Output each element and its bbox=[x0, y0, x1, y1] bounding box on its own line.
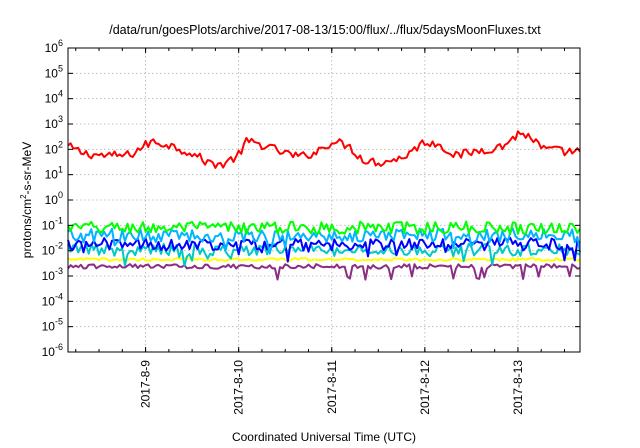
y-tick-base: 10 bbox=[42, 294, 56, 308]
y-tick-exponent: -2 bbox=[55, 241, 63, 251]
x-tick-label: 2017-8-9 bbox=[139, 360, 153, 408]
y-tick-label: 103 bbox=[45, 114, 63, 131]
y-tick-exponent: -3 bbox=[55, 266, 63, 276]
chart-title: /data/run/goesPlots/archive/2017-08-13/1… bbox=[109, 23, 541, 37]
plot-frame bbox=[67, 47, 581, 353]
y-tick-label: 10-3 bbox=[42, 266, 63, 283]
y-tick-base: 10 bbox=[45, 117, 59, 131]
x-tick-label: 2017-8-13 bbox=[511, 360, 525, 415]
y-tick-exponent: 1 bbox=[58, 165, 63, 175]
y-tick-base: 10 bbox=[45, 193, 59, 207]
y-axis-label-sup: 2 bbox=[19, 194, 28, 199]
y-tick-label: 105 bbox=[45, 63, 63, 80]
y-tick-label: 101 bbox=[45, 165, 63, 182]
y-tick-exponent: -4 bbox=[55, 291, 63, 301]
y-tick-label: 100 bbox=[45, 190, 63, 207]
y-tick-label: 104 bbox=[45, 89, 63, 106]
x-axis-label: Coordinated Universal Time (UTC) bbox=[232, 430, 416, 444]
y-tick-base: 10 bbox=[45, 41, 59, 55]
y-tick-label: 10-1 bbox=[42, 215, 63, 232]
y-tick-base: 10 bbox=[42, 218, 56, 232]
y-tick-base: 10 bbox=[45, 168, 59, 182]
x-tick-label: 2017-8-11 bbox=[325, 360, 339, 414]
y-tick-base: 10 bbox=[42, 320, 56, 334]
series-line bbox=[67, 242, 581, 267]
series-line bbox=[67, 256, 581, 262]
y-tick-exponent: 2 bbox=[58, 139, 63, 149]
y-tick-base: 10 bbox=[45, 142, 59, 156]
y-tick-exponent: 5 bbox=[58, 63, 63, 73]
y-axis-label-prefix: protons/cm bbox=[20, 199, 34, 258]
series-line bbox=[67, 220, 581, 235]
y-axis-label-suffix: -s-sr-MeV bbox=[20, 142, 34, 195]
y-tick-label: 10-5 bbox=[42, 317, 63, 334]
y-tick-label: 10-4 bbox=[42, 291, 63, 308]
series-line bbox=[67, 236, 581, 263]
y-tick-base: 10 bbox=[45, 66, 59, 80]
series-line bbox=[67, 227, 581, 255]
y-tick-exponent: 6 bbox=[58, 38, 63, 48]
y-tick-exponent: -5 bbox=[55, 317, 63, 327]
y-tick-exponent: 3 bbox=[58, 114, 63, 124]
axes: 10-610-510-410-310-210-11001011021031041… bbox=[42, 38, 581, 415]
y-tick-exponent: -1 bbox=[55, 215, 63, 225]
y-axis-label: protons/cm2-s-sr-MeV bbox=[19, 142, 34, 258]
series-line bbox=[67, 130, 581, 169]
grid bbox=[68, 48, 580, 352]
x-tick-label: 2017-8-12 bbox=[418, 360, 432, 415]
y-tick-base: 10 bbox=[42, 345, 56, 359]
plot-area bbox=[67, 130, 581, 281]
y-tick-label: 10-6 bbox=[42, 342, 63, 359]
y-tick-base: 10 bbox=[42, 244, 56, 258]
y-tick-base: 10 bbox=[45, 92, 59, 106]
x-tick-label: 2017-8-10 bbox=[232, 360, 246, 415]
y-tick-base: 10 bbox=[42, 269, 56, 283]
series-line bbox=[67, 263, 581, 281]
y-tick-label: 10-2 bbox=[42, 241, 63, 258]
y-tick-label: 106 bbox=[45, 38, 63, 55]
y-tick-exponent: 0 bbox=[58, 190, 63, 200]
y-tick-exponent: 4 bbox=[58, 89, 63, 99]
y-tick-exponent: -6 bbox=[55, 342, 63, 352]
y-tick-label: 102 bbox=[45, 139, 63, 156]
